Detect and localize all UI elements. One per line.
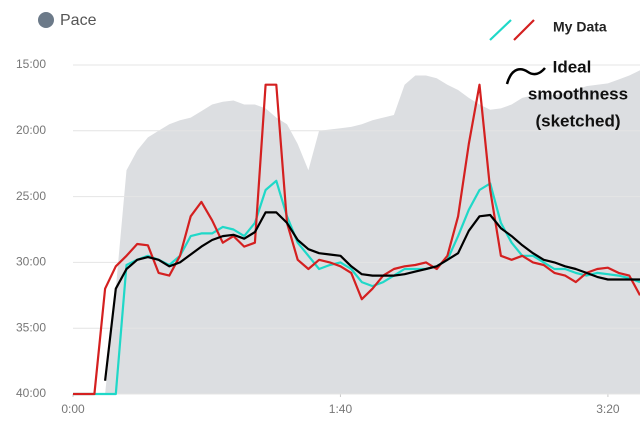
annotation-icon bbox=[505, 67, 546, 85]
x-tick-label: 0:00 bbox=[61, 402, 85, 416]
legend-label: My Data bbox=[553, 19, 607, 35]
annotation: Ideal bbox=[553, 57, 592, 76]
y-tick-label: 25:00 bbox=[16, 189, 46, 203]
y-tick-label: 20:00 bbox=[16, 123, 46, 137]
y-tick-label: 30:00 bbox=[16, 255, 46, 269]
y-tick-label: 40:00 bbox=[16, 386, 46, 400]
y-tick-label: 35:00 bbox=[16, 320, 46, 334]
x-tick-label: 3:20 bbox=[596, 402, 620, 416]
annotation: smoothness bbox=[528, 84, 628, 103]
y-tick-label: 15:00 bbox=[16, 57, 46, 71]
plot-area bbox=[73, 70, 640, 395]
legend-icon bbox=[489, 19, 512, 41]
annotation: (sketched) bbox=[535, 111, 620, 130]
line bbox=[73, 83, 640, 396]
legend-icon bbox=[513, 19, 535, 41]
area bbox=[73, 70, 640, 395]
legend-label: Pace bbox=[60, 12, 97, 29]
line bbox=[104, 211, 640, 381]
legend-dot bbox=[38, 12, 54, 28]
x-tick-label: 1:40 bbox=[329, 402, 353, 416]
